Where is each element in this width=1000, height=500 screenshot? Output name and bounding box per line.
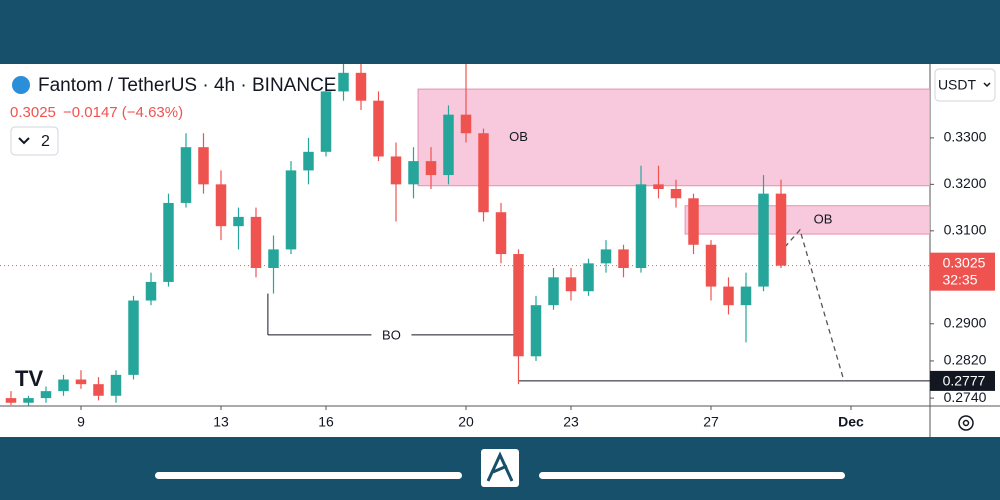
indicator-count: 2 [41, 133, 50, 150]
candle-body [303, 151, 314, 171]
candle-body [408, 161, 419, 185]
candle-body [145, 281, 157, 301]
x-tick-label: Dec [838, 414, 864, 430]
y-tick-label: 0.3100 [944, 222, 987, 238]
x-tick-label: 16 [318, 414, 334, 430]
y-tick-label: 0.3300 [944, 129, 987, 145]
candle-body [93, 384, 104, 396]
last-price-box [930, 252, 995, 291]
candle-body [460, 114, 472, 134]
order-block-label: OB [509, 129, 528, 144]
brand-glyph [486, 451, 514, 482]
candle-body [23, 398, 34, 403]
candle-body [670, 188, 682, 199]
indicator-toggle[interactable] [10, 126, 59, 156]
lines: BO [0, 228, 930, 382]
candle-body [250, 216, 262, 268]
y-tick-label: 0.2820 [944, 352, 987, 368]
candle-body [565, 277, 577, 292]
break-label: BO [382, 327, 401, 342]
candle-body [268, 249, 279, 268]
candle-body [775, 193, 787, 266]
candle-body [5, 398, 17, 403]
countdown-label: 32:35 [942, 271, 977, 287]
candle-body [758, 193, 769, 287]
symbol-title: Fantom / TetherUS · 4h · BINANCE [38, 75, 336, 96]
candle-body [425, 161, 437, 176]
currency-label: USDT [938, 77, 977, 93]
last-price: 0.3025 [10, 104, 56, 121]
candle-body [688, 198, 699, 245]
coin-icon [12, 76, 30, 94]
candle-body [740, 286, 752, 306]
candle-body [583, 263, 594, 292]
y-tick-label: 0.2740 [944, 389, 987, 405]
candle-body [723, 286, 734, 306]
candles [5, 64, 787, 406]
y-tick-label: 0.2900 [944, 314, 987, 330]
candle-body [163, 202, 174, 282]
y-tick-label: 0.3200 [944, 175, 987, 191]
x-tick-label: 9 [77, 414, 85, 430]
chevron-icon [18, 137, 30, 145]
candle-body [600, 249, 612, 264]
x-tick-label: 20 [458, 414, 474, 430]
x-tick-label: 23 [563, 414, 579, 430]
candle-body [180, 147, 192, 203]
axes: 0.3300 0.3200 0.3100 0.2900 0.2820 0.2740 9 13 1… [77, 129, 995, 430]
candle-body [548, 277, 559, 306]
candle-body [355, 72, 367, 101]
break-label-bg [371, 325, 412, 344]
x-tick-label: 13 [213, 414, 229, 430]
top-band [0, 0, 1000, 64]
candle-body [338, 72, 349, 92]
candle-body [443, 114, 454, 176]
zones: OB OB [417, 88, 930, 235]
candle-body [128, 300, 139, 375]
candle-body [58, 379, 69, 392]
candle-body [390, 156, 402, 185]
candle-body [495, 212, 507, 255]
candle-body [635, 184, 647, 268]
candle-body [320, 91, 332, 152]
settings-icon[interactable] [958, 415, 974, 431]
candle-body [530, 305, 542, 357]
candle-body [75, 379, 87, 385]
candle-body [285, 170, 297, 250]
nav-bar-right [539, 472, 845, 479]
candle-body [373, 100, 384, 157]
candle-body [40, 391, 52, 399]
x-tick-label: 27 [703, 414, 719, 430]
candle-body [618, 249, 629, 268]
candle-body [198, 147, 209, 185]
tv-logo: TV [15, 366, 43, 391]
order-block-zone [417, 88, 930, 187]
support-price-label: 0.2777 [943, 373, 986, 389]
order-block-label: OB [814, 211, 833, 226]
candle-body [110, 374, 122, 396]
candle-body [653, 184, 664, 189]
currency-button[interactable] [934, 68, 996, 102]
support-price-box [930, 370, 995, 391]
candle-body [233, 216, 244, 227]
candle-body [513, 254, 524, 357]
candle-body [478, 133, 489, 213]
order-block-zone [684, 205, 930, 235]
last-price-label: 0.3025 [943, 254, 986, 270]
candle-body [215, 184, 227, 227]
nav-bar-left [155, 472, 462, 479]
projection-path [784, 228, 845, 382]
caret-icon [983, 82, 991, 88]
candle-body [705, 244, 717, 287]
settings-icon-core [962, 419, 970, 427]
price-change: −0.0147 (−4.63%) [63, 104, 183, 121]
